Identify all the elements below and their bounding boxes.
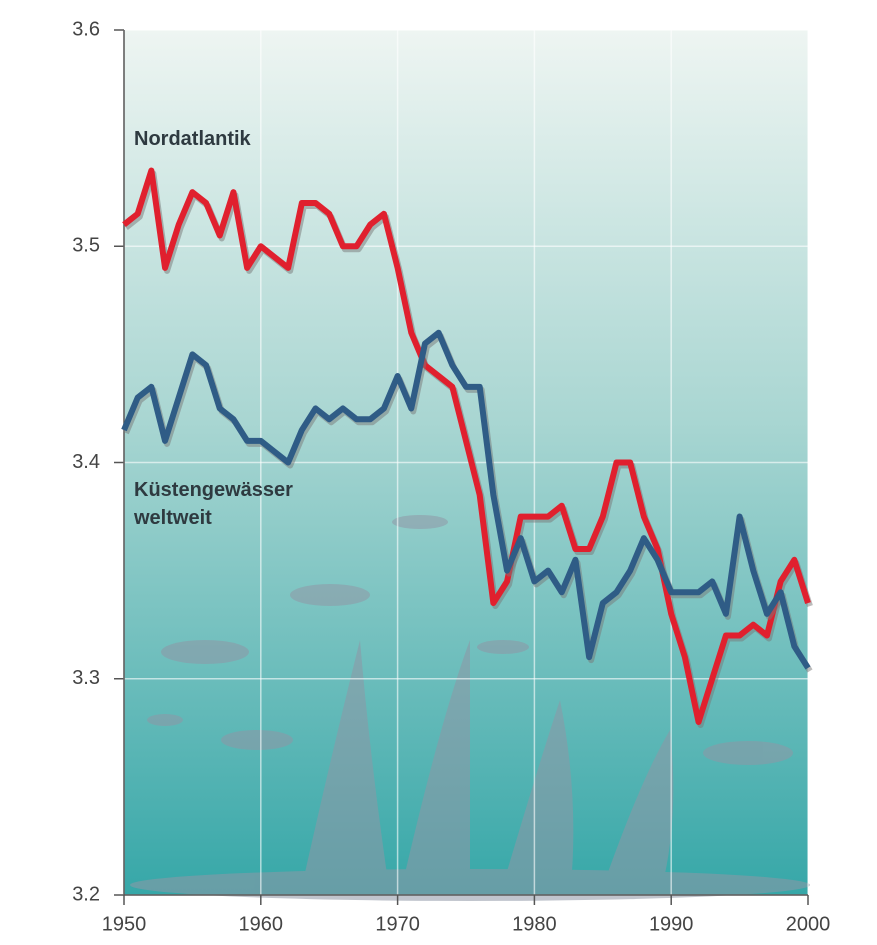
x-tick-label: 1980 (512, 913, 557, 935)
x-tick-label: 1960 (239, 913, 284, 935)
series-label: Nordatlantik (134, 128, 251, 150)
series-label: Küstengewässer weltweit (134, 479, 293, 529)
decoration (130, 515, 810, 901)
y-tick-label: 3.2 (72, 883, 100, 905)
y-tick-label: 3.3 (72, 667, 100, 689)
y-tick-label: 3.5 (72, 235, 100, 257)
y-tick-label: 3.6 (72, 18, 100, 40)
series-line (121, 329, 811, 670)
x-tick-label: 1990 (649, 913, 694, 935)
series-line (122, 167, 811, 725)
x-tick-label: 1950 (102, 913, 147, 935)
y-tick-label: 3.4 (72, 451, 100, 473)
x-tick-label: 2000 (786, 913, 831, 935)
x-tick-label: 1970 (375, 913, 420, 935)
